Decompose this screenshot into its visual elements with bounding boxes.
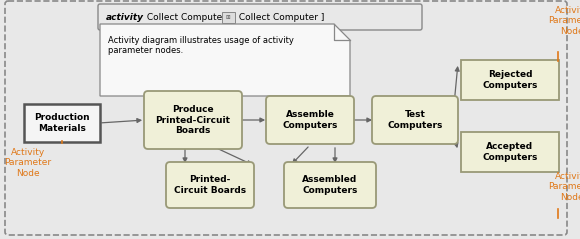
Text: Activity diagram illustrates usage of activity
parameter nodes.: Activity diagram illustrates usage of ac… [108, 36, 294, 55]
FancyBboxPatch shape [266, 96, 354, 144]
Text: Test
Computers: Test Computers [387, 110, 443, 130]
Text: Activity
Parameter
Node: Activity Parameter Node [548, 172, 580, 202]
FancyBboxPatch shape [461, 132, 559, 172]
Text: Accepted
Computers: Accepted Computers [483, 142, 538, 162]
Text: Collect Computer ]: Collect Computer ] [236, 12, 324, 22]
Text: Produce
Printed-Circuit
Boards: Produce Printed-Circuit Boards [155, 105, 230, 135]
FancyBboxPatch shape [5, 1, 567, 235]
Text: activity: activity [106, 12, 144, 22]
FancyBboxPatch shape [222, 11, 234, 22]
FancyBboxPatch shape [372, 96, 458, 144]
Text: Assemble
Computers: Assemble Computers [282, 110, 338, 130]
FancyBboxPatch shape [98, 4, 422, 30]
FancyBboxPatch shape [284, 162, 376, 208]
Text: Activity
Parameter
Node: Activity Parameter Node [548, 6, 580, 36]
Text: ⊞: ⊞ [226, 15, 230, 20]
Text: Assembled
Computers: Assembled Computers [302, 175, 358, 195]
Text: Activity
Parameter
Node: Activity Parameter Node [4, 148, 51, 178]
Text: Production
Materials: Production Materials [34, 113, 90, 133]
FancyBboxPatch shape [24, 104, 100, 142]
Text: Collect Computer[: Collect Computer[ [144, 12, 230, 22]
Polygon shape [100, 24, 350, 96]
Text: Printed-
Circuit Boards: Printed- Circuit Boards [174, 175, 246, 195]
FancyBboxPatch shape [461, 60, 559, 100]
FancyBboxPatch shape [144, 91, 242, 149]
Text: Rejected
Computers: Rejected Computers [483, 70, 538, 90]
FancyBboxPatch shape [166, 162, 254, 208]
